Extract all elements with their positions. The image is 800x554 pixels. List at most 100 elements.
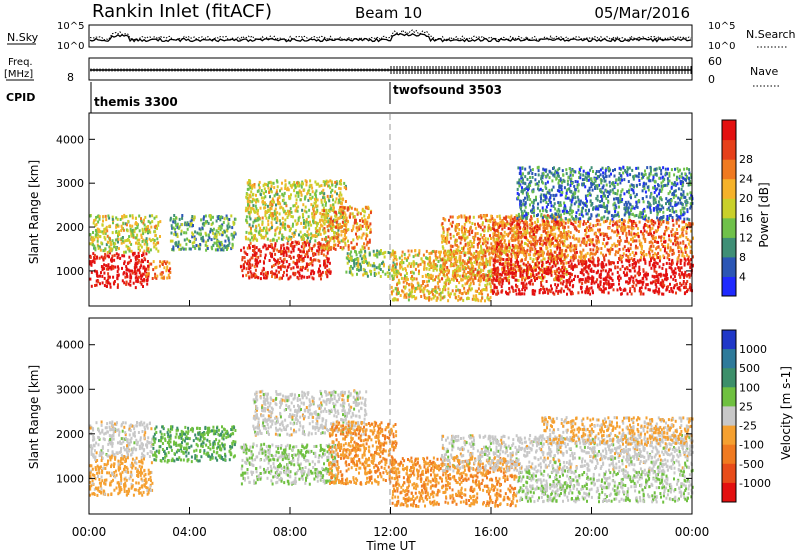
data-cell [303, 221, 305, 225]
data-cell [321, 203, 324, 207]
data-cell [686, 274, 688, 278]
data-cell [564, 221, 567, 225]
data-cell [669, 282, 671, 286]
data-cell [493, 271, 496, 275]
data-cell [114, 238, 117, 242]
data-cell [494, 272, 497, 276]
data-cell [541, 219, 544, 223]
data-cell [451, 244, 454, 248]
data-cell [587, 280, 590, 283]
data-cell [604, 219, 607, 223]
data-cell [136, 268, 139, 272]
data-cell [498, 214, 501, 218]
data-cell [261, 216, 264, 220]
data-cell [500, 257, 503, 261]
data-cell [671, 270, 674, 274]
data-cell [216, 244, 219, 248]
data-cell [451, 252, 454, 256]
data-cell [368, 213, 371, 217]
data-cell [291, 232, 294, 236]
data-cell [245, 206, 248, 210]
data-cell [206, 247, 209, 250]
data-cell [147, 247, 150, 251]
data-cell [95, 216, 98, 219]
data-cell [120, 237, 123, 241]
data-cell [378, 263, 381, 267]
data-cell [485, 273, 488, 277]
data-cell [567, 218, 570, 222]
data-cell [683, 263, 686, 267]
data-cell [524, 250, 527, 254]
data-cell [448, 240, 451, 244]
data-cell [186, 221, 189, 225]
data-cell [338, 194, 341, 197]
data-cell [632, 281, 635, 285]
data-cell [668, 234, 670, 238]
data-cell [597, 262, 600, 266]
data-cell [653, 261, 656, 265]
data-cell [177, 226, 180, 230]
data-cell [311, 263, 314, 267]
data-cell [265, 275, 268, 279]
data-cell [105, 267, 108, 271]
data-cell [434, 253, 437, 257]
data-cell [507, 267, 510, 271]
data-cell [267, 247, 269, 251]
data-cell [530, 279, 533, 282]
data-cell [274, 207, 277, 211]
data-cell [494, 269, 497, 273]
data-cell [479, 279, 482, 283]
data-cell [519, 250, 522, 254]
data-cell [270, 271, 272, 274]
data-cell [128, 235, 131, 239]
data-cell [540, 242, 543, 246]
data-cell [515, 292, 518, 296]
data-cell [123, 254, 126, 258]
data-cell [308, 243, 311, 247]
data-cell [489, 258, 491, 262]
data-cell [329, 194, 332, 198]
data-cell [343, 237, 346, 241]
data-cell [598, 273, 601, 277]
data-cell [250, 226, 252, 230]
data-cell [294, 194, 297, 198]
data-cell [609, 276, 612, 280]
data-cell [523, 284, 526, 288]
data-cell [561, 266, 564, 269]
data-cell [147, 230, 149, 234]
data-cell [147, 225, 150, 228]
data-cell [246, 253, 249, 256]
data-cell [625, 258, 628, 262]
data-cell [134, 286, 137, 290]
data-cell [425, 296, 427, 300]
data-cell [270, 184, 273, 188]
data-cell [554, 283, 557, 287]
data-cell [441, 267, 444, 271]
data-cell [272, 237, 275, 241]
data-cell [510, 252, 513, 256]
data-cell [405, 275, 408, 279]
data-cell [296, 265, 299, 269]
data-cell [202, 239, 205, 243]
data-cell [604, 269, 607, 273]
data-cell [503, 276, 506, 280]
data-cell [489, 270, 492, 274]
data-cell [311, 186, 314, 190]
data-cell [426, 283, 429, 287]
data-cell [151, 220, 154, 224]
data-cell [407, 293, 410, 297]
data-cell [336, 223, 339, 227]
data-cell [483, 229, 486, 233]
data-cell [329, 220, 332, 224]
data-cell [157, 249, 160, 253]
data-cell [469, 227, 472, 231]
power-data [89, 165, 694, 303]
nave-tick-top: 60 [708, 55, 722, 68]
data-cell [339, 213, 342, 217]
data-cell [476, 251, 479, 255]
data-cell [462, 298, 465, 302]
data-cell [534, 220, 537, 224]
data-cell [290, 250, 293, 254]
data-cell [271, 275, 273, 278]
data-cell [618, 240, 621, 244]
